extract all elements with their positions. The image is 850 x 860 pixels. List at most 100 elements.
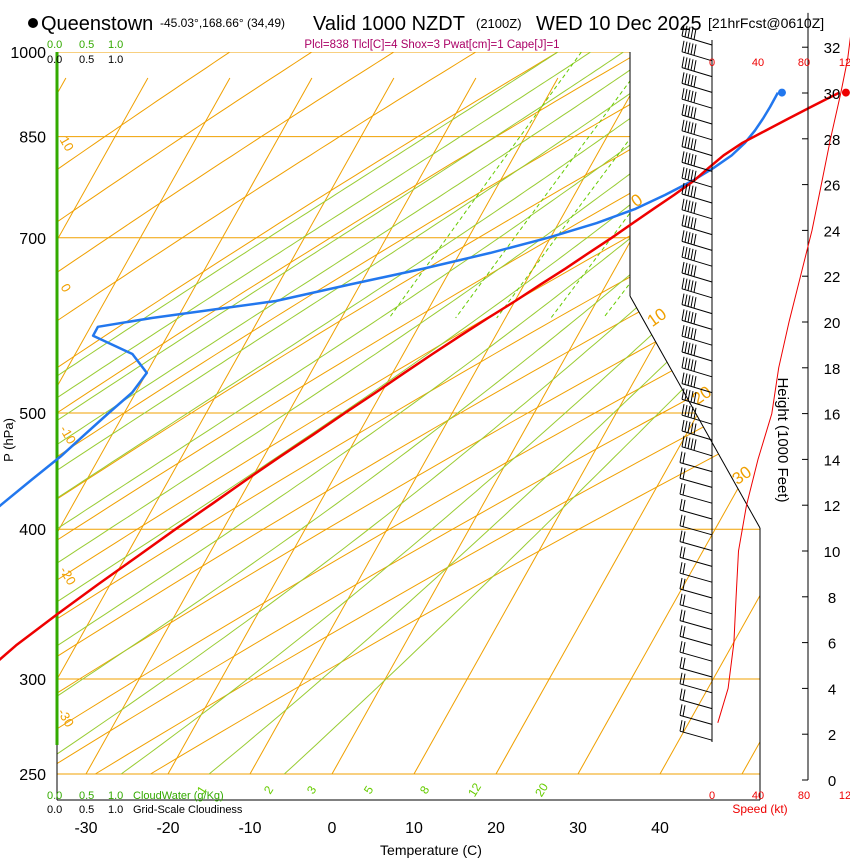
height-tick-label: 0 — [828, 773, 836, 790]
wind-barb — [679, 699, 713, 710]
wind-barb-flag — [693, 60, 697, 72]
wind-barb-flag — [690, 264, 694, 276]
wind-barb-flag — [684, 136, 688, 148]
y-axis-title: P (hPa) — [1, 418, 16, 462]
wind-barb-flag — [687, 232, 691, 244]
wind-barb-flag — [684, 341, 688, 353]
forecast-label: [21hrFcst@0610Z] — [708, 15, 824, 31]
wind-barb-flag — [687, 89, 691, 102]
wind-barb-flag — [684, 25, 688, 37]
wind-barb-flag — [681, 151, 685, 163]
wind-barb — [679, 635, 713, 646]
cloudwater-tick-top: 0.0 — [47, 39, 62, 51]
wind-barb-flag — [693, 28, 697, 40]
mixing-ratio-label: 3 — [304, 783, 320, 796]
temperature-line — [0, 91, 840, 661]
wind-barb — [679, 572, 713, 583]
wind-barb-flag — [693, 170, 697, 182]
location-name: Queenstown — [41, 13, 153, 35]
wind-barb — [679, 651, 713, 662]
dry-adiabat-line — [57, 52, 760, 775]
height-tick-label: 10 — [824, 544, 841, 561]
mixing-ratio-label: 5 — [361, 783, 377, 796]
wind-barb-flag — [684, 57, 688, 69]
height-tick-label: 22 — [824, 269, 841, 286]
stability-indices: Plcl=838 Tlcl[C]=4 Shox=3 Pwat[cm]=1 Cap… — [304, 39, 559, 51]
wind-barb — [681, 82, 713, 93]
valid-time-utc: (2100Z) — [476, 16, 522, 31]
wind-barb-flag — [690, 280, 694, 292]
wind-barb — [681, 193, 713, 204]
cloudiness-tick-bottom: 1.0 — [108, 804, 123, 816]
wind-barb-flag — [687, 437, 691, 449]
wind-barb — [681, 161, 713, 172]
temperature-tick-label: 0 — [328, 820, 337, 837]
wind-barb-flag — [681, 56, 685, 68]
wind-barb-flag — [684, 294, 688, 306]
wind-barb — [681, 304, 713, 315]
speed-tick-top: 80 — [798, 57, 810, 69]
wind-barb-flag — [684, 405, 688, 417]
wind-barb-flag — [679, 672, 683, 684]
wind-barb-flag — [690, 359, 694, 371]
wind-barb-flag — [690, 248, 694, 260]
wind-barb-flag — [693, 344, 697, 356]
wind-speed-line — [717, 36, 850, 723]
wind-barb-flag — [687, 153, 691, 165]
wind-barb — [681, 35, 713, 46]
wind-barb-flag — [684, 436, 688, 448]
temperature-tick-label: 40 — [651, 820, 669, 837]
wind-barb-flag — [681, 135, 685, 147]
wind-barb-flag — [682, 673, 686, 685]
isotherm-line — [167, 77, 559, 775]
wind-barb-flag — [693, 312, 697, 325]
cloudiness-tick-bottom: 0.5 — [79, 804, 94, 816]
wind-barb-flag — [681, 372, 685, 384]
isotherm-line — [57, 77, 395, 775]
mixing-ratio-label: 12 — [465, 780, 484, 799]
cloudwater-tick-top: 1.0 — [108, 39, 123, 51]
wind-barb — [681, 256, 713, 267]
wind-barb — [679, 541, 713, 552]
dry-adiabat-label: 10 — [57, 134, 77, 154]
mixing-ratio-label: 8 — [417, 783, 433, 796]
wind-barb — [681, 114, 713, 125]
wind-barb-flag — [687, 137, 691, 149]
wind-barb-flag — [681, 404, 685, 416]
dry-adiabat-line — [57, 52, 760, 775]
height-tick-label: 26 — [824, 178, 841, 195]
speed-tick-bottom: 12 — [839, 790, 850, 802]
wind-barb — [681, 177, 713, 188]
mixing-ratio-line — [496, 52, 696, 319]
wind-barb-flag — [690, 296, 694, 308]
wind-barb-flag — [679, 467, 683, 479]
wind-barb-flag — [690, 327, 694, 339]
wind-barb-flag — [684, 310, 688, 322]
temperature-tick-label: -30 — [74, 820, 97, 837]
cloudiness-tick-top: 1.0 — [108, 54, 123, 66]
wind-barb-flag — [681, 261, 685, 274]
isotherm-line — [331, 77, 723, 775]
wind-barb-flag — [693, 186, 697, 198]
wind-barb-flag — [684, 373, 688, 385]
speed-tick-top: 12 — [839, 57, 850, 69]
wind-barb-flag — [687, 374, 691, 386]
height-tick-label: 4 — [828, 681, 836, 698]
cloudwater-tick-top: 0.5 — [79, 39, 94, 51]
isotherm-line — [249, 77, 641, 775]
wind-barb-flag — [690, 201, 694, 213]
wind-barb-flag — [693, 233, 697, 246]
isotherm-line — [85, 77, 477, 775]
wind-barb-flag — [690, 90, 694, 102]
wind-barb — [679, 509, 713, 520]
wind-barb-flag — [682, 578, 686, 590]
wind-barb-flag — [682, 452, 686, 464]
wind-barb-flag — [682, 689, 686, 701]
wind-barb-flag — [690, 106, 694, 118]
wind-barb-flag — [682, 563, 686, 575]
wind-barb — [679, 477, 713, 488]
wind-barb-flag — [690, 343, 694, 355]
cloudwater-tick-bottom: 1.0 — [108, 790, 123, 802]
wind-barb-flag — [690, 138, 694, 150]
